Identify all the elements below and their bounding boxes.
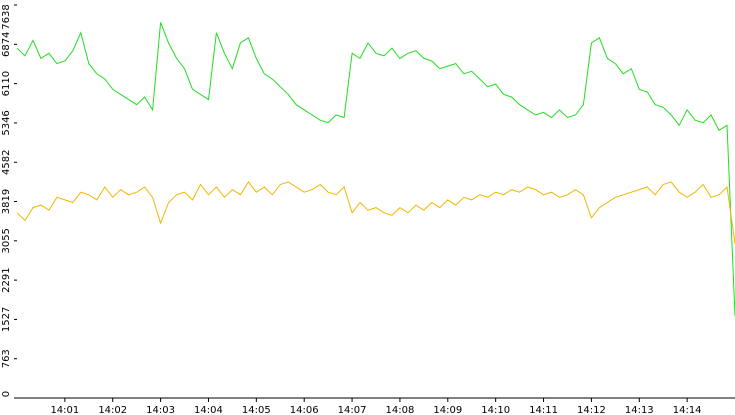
y-tick-label: 5346 [1,110,12,135]
x-tick-label: 14:11 [529,405,558,415]
y-tick-label: 2291 [1,267,12,292]
y-tick-label: 6110 [1,71,12,96]
x-tick-label: 14:08 [386,405,415,415]
x-tick-label: 14:04 [194,405,223,415]
x-tick-label: 14:14 [673,405,702,415]
series-line [16,181,735,244]
y-tick-label: 3819 [1,189,12,214]
x-tick-label: 14:06 [290,405,319,415]
y-tick-label: 1527 [1,307,12,332]
y-tick-label: 3055 [1,228,12,253]
x-tick-label: 14:03 [146,405,175,415]
x-tick-label: 14:12 [577,405,606,415]
x-tick-label: 14:09 [433,405,462,415]
y-tick-label: 763 [1,349,12,368]
x-tick-label: 14:01 [50,405,79,415]
x-tick-label: 14:13 [625,405,654,415]
y-tick-label: 0 [1,391,12,397]
x-tick-label: 14:10 [481,405,510,415]
x-tick-label: 14:02 [98,405,127,415]
y-tick-label: 4582 [1,150,12,175]
y-tick-label: 6874 [1,32,12,57]
y-tick-label: 7638 [1,4,12,29]
series-line [16,22,735,316]
x-tick-label: 14:07 [338,405,367,415]
x-tick-label: 14:05 [242,405,271,415]
